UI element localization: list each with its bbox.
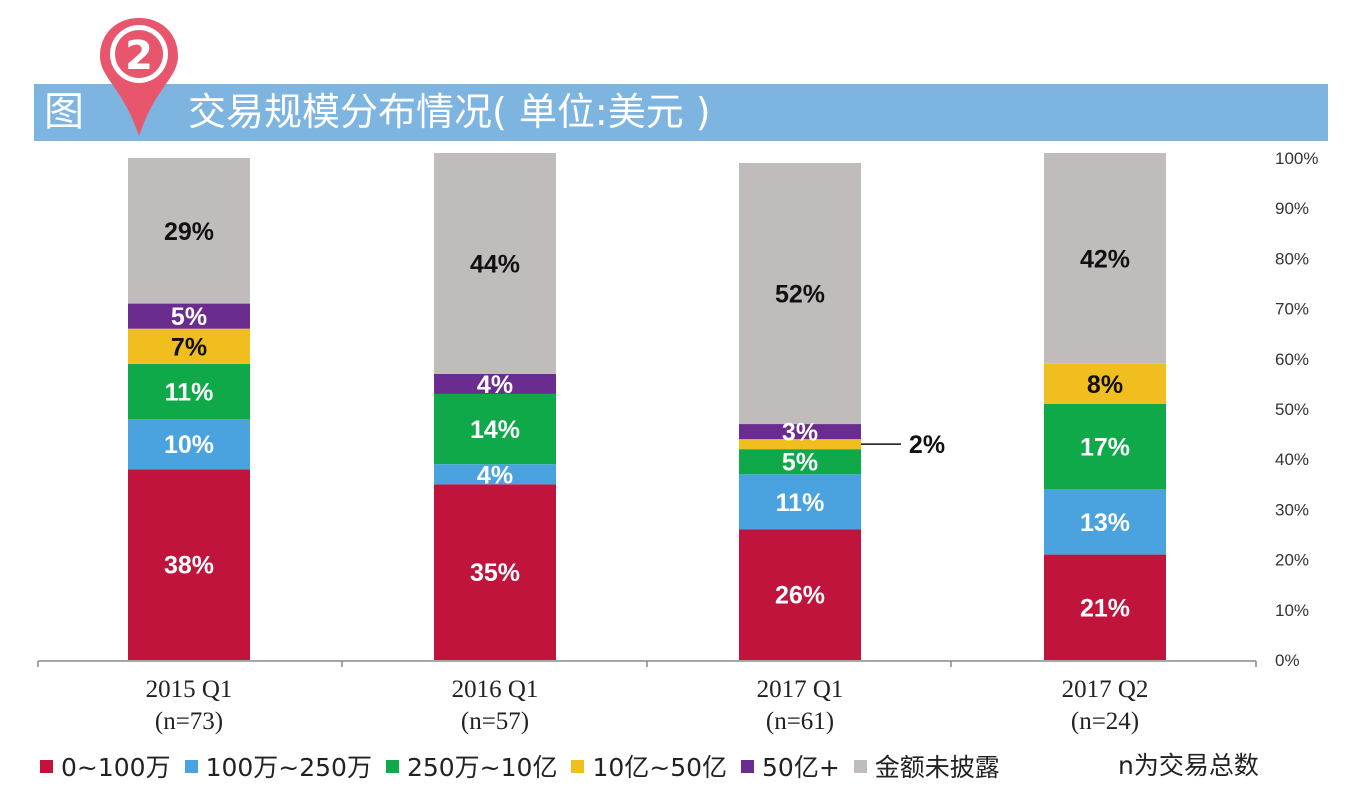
data-label: 26% xyxy=(775,582,825,610)
bar-segment xyxy=(739,424,861,440)
data-label: 29% xyxy=(164,218,214,246)
x-tick-label: 2017 Q2 xyxy=(1062,676,1149,703)
x-tick-sublabel: (n=57) xyxy=(461,708,529,735)
legend-swatch xyxy=(40,759,53,773)
legend-label: 0~100万 xyxy=(61,753,171,782)
legend-item: 50亿+ xyxy=(741,748,840,784)
data-label: 52% xyxy=(775,281,825,309)
data-label: 8% xyxy=(1087,371,1123,399)
figure-number: 2 xyxy=(125,33,153,79)
data-label: 5% xyxy=(782,449,818,477)
bar-segment xyxy=(128,419,250,470)
data-label: 2% xyxy=(909,431,945,459)
bar-segment xyxy=(128,303,250,329)
data-label: 4% xyxy=(477,461,513,489)
x-tick-sublabel: (n=24) xyxy=(1071,708,1139,735)
x-tick-sublabel: (n=61) xyxy=(766,708,834,735)
data-label: 14% xyxy=(470,416,520,444)
bar-segment xyxy=(434,464,556,485)
bar-segment xyxy=(128,363,250,420)
data-label: 44% xyxy=(470,250,520,278)
bar-segment xyxy=(1044,403,1166,490)
data-label: 42% xyxy=(1080,245,1130,273)
data-label: 10% xyxy=(164,431,214,459)
bar-segment xyxy=(739,439,861,450)
bar-segment xyxy=(1044,554,1166,660)
y-tick-label: 100% xyxy=(1275,149,1318,168)
data-label: 21% xyxy=(1080,594,1130,622)
legend-label: 金额未披露 xyxy=(874,753,1000,782)
legend-swatch xyxy=(571,759,585,773)
bar-segment xyxy=(434,152,556,374)
legend-item: 100万~250万 xyxy=(184,748,372,784)
legend-label: 50亿+ xyxy=(762,753,840,782)
bar-segment xyxy=(739,163,861,425)
chart-title: 交易规模分布情况( 单位:美元 ) xyxy=(188,90,711,134)
data-label: 38% xyxy=(164,552,214,580)
bar-segment xyxy=(1044,363,1166,404)
legend-label: 10亿~50亿 xyxy=(592,753,728,782)
bar-segment xyxy=(1044,152,1166,364)
bar-segment xyxy=(739,474,861,530)
sample-size-note: n为交易总数 xyxy=(1118,751,1259,780)
title-banner xyxy=(34,84,1328,141)
data-label: 17% xyxy=(1080,434,1130,462)
bar-segment xyxy=(434,373,556,394)
bar-segment xyxy=(1044,489,1166,555)
legend-item: 250万~10亿 xyxy=(385,748,558,784)
legend-label: 100万~250万 xyxy=(205,753,372,782)
y-tick-label: 20% xyxy=(1275,551,1309,570)
data-label: 35% xyxy=(470,559,520,587)
bar-segment xyxy=(739,449,861,475)
legend-item: 10亿~50亿 xyxy=(571,748,727,784)
data-label: 7% xyxy=(171,333,207,361)
legend-swatch xyxy=(741,759,755,773)
y-tick-label: 0% xyxy=(1275,651,1300,670)
legend-swatch xyxy=(853,759,867,773)
bar-segment xyxy=(739,529,861,660)
y-tick-label: 40% xyxy=(1275,450,1309,469)
y-tick-label: 60% xyxy=(1275,350,1309,369)
y-tick-label: 80% xyxy=(1275,249,1309,268)
legend-item: 金额未披露 xyxy=(853,748,1000,784)
data-label: 5% xyxy=(171,303,207,331)
data-label: 11% xyxy=(165,378,214,406)
x-tick-sublabel: (n=73) xyxy=(155,708,223,735)
legend-item: 0~100万 xyxy=(40,748,171,784)
data-label: 4% xyxy=(477,371,513,399)
y-tick-label: 70% xyxy=(1275,300,1309,319)
y-tick-label: 90% xyxy=(1275,199,1309,218)
x-tick-label: 2015 Q1 xyxy=(146,676,233,703)
figure-prefix: 图 xyxy=(44,89,84,135)
data-label: 3% xyxy=(782,419,818,447)
y-tick-label: 30% xyxy=(1275,500,1309,519)
chart-legend: 0~100万 100万~250万 250万~10亿 10亿~50亿 50亿+ 金额未披露 xyxy=(40,744,1340,788)
data-label: 13% xyxy=(1080,509,1130,537)
bar-segment xyxy=(128,469,250,660)
bar-segment xyxy=(128,158,250,304)
bar-segment xyxy=(128,328,250,364)
bar-segment xyxy=(434,393,556,465)
legend-swatch xyxy=(385,759,399,773)
x-tick-label: 2016 Q1 xyxy=(452,676,539,703)
data-label: 11% xyxy=(776,489,825,517)
x-tick-label: 2017 Q1 xyxy=(757,676,844,703)
legend-label: 250万~10亿 xyxy=(406,753,558,782)
legend-swatch xyxy=(184,759,198,773)
figure-number-pin-icon: 2 xyxy=(100,18,178,136)
y-tick-label: 50% xyxy=(1275,400,1309,419)
bar-segment xyxy=(434,484,556,660)
y-tick-label: 10% xyxy=(1275,601,1309,620)
